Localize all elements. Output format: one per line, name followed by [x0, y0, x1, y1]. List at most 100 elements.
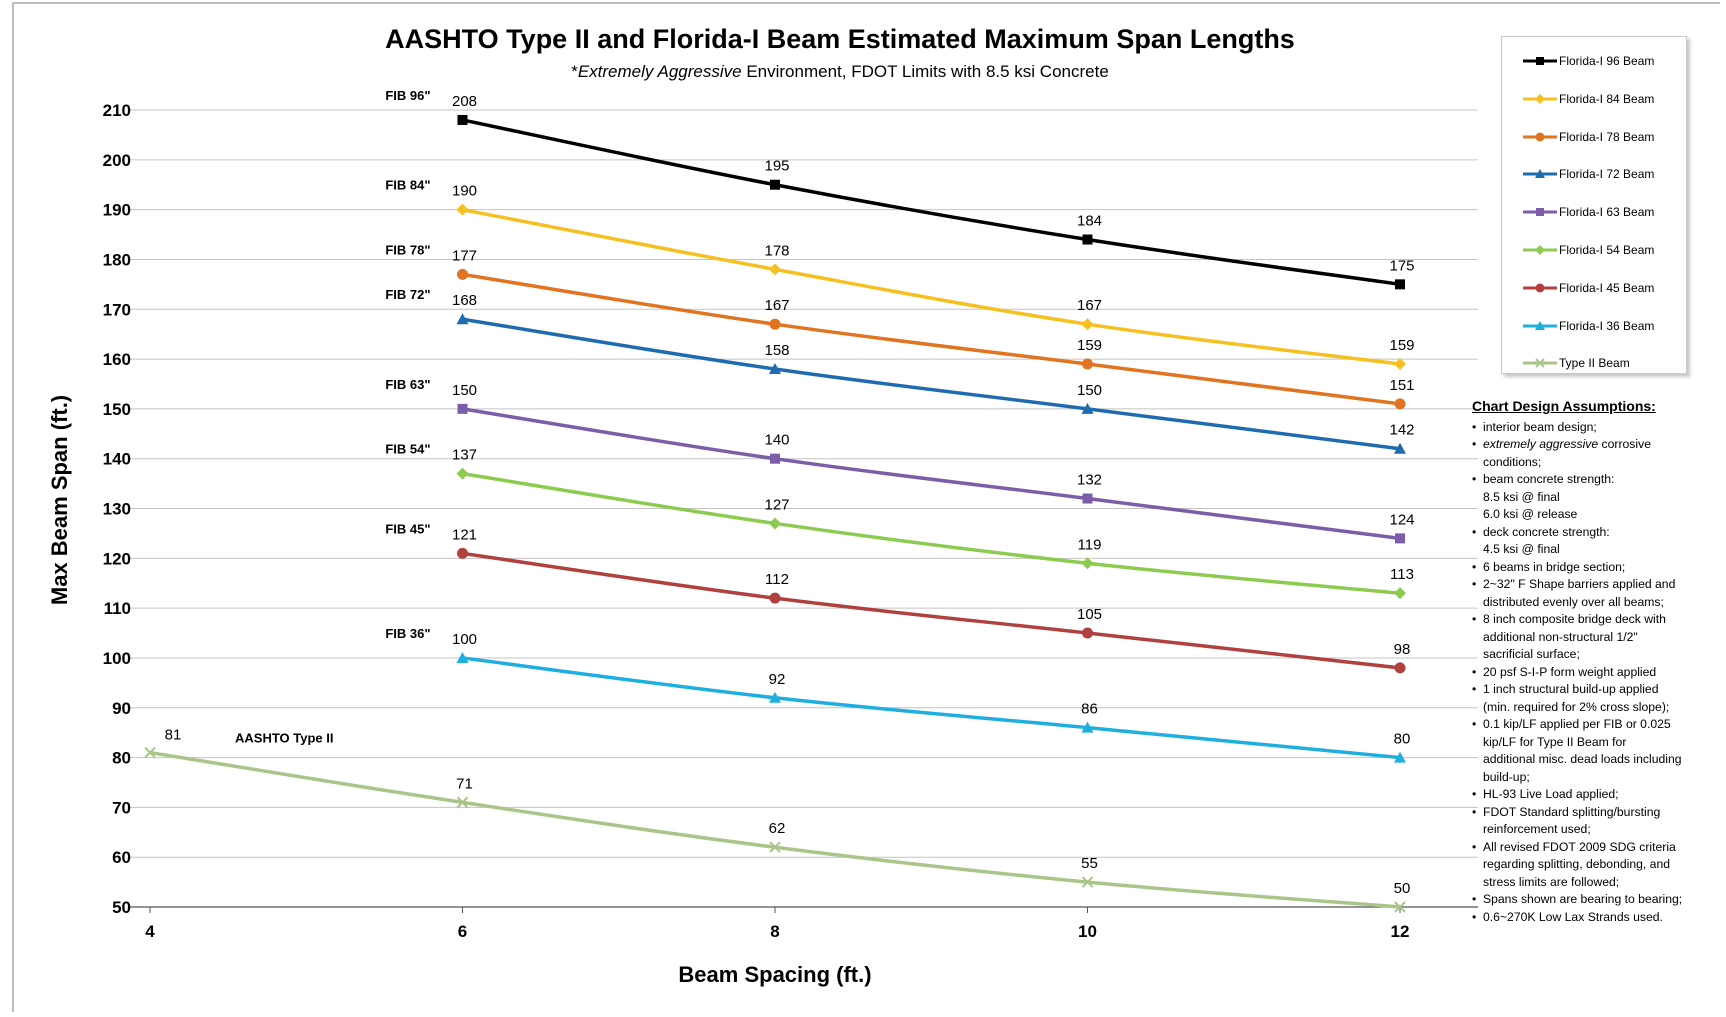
legend-swatch: [1523, 245, 1557, 255]
legend-item: Florida-I 78 Beam: [1502, 127, 1686, 147]
series-4: 150 140 132 124 FIB 63": [385, 377, 1415, 544]
data-point: [770, 179, 780, 190]
data-point: [1082, 493, 1093, 504]
data-point: [769, 263, 781, 276]
data-point: [1394, 358, 1406, 371]
data-point: [457, 403, 468, 414]
series-side-label: FIB 84": [385, 178, 430, 193]
data-point: [1535, 358, 1545, 369]
series-side-label: FIB 36": [385, 626, 430, 641]
legend-label: Florida-I 36 Beam: [1559, 318, 1655, 333]
data-label: 151: [1389, 377, 1414, 394]
data-label: 137: [452, 447, 477, 464]
data-point: [769, 841, 781, 853]
data-label: 190: [452, 183, 477, 200]
data-point: [1394, 662, 1406, 674]
y-tick-label: 140: [103, 450, 131, 469]
legend-swatch: [1523, 57, 1557, 65]
x-axis-ticks: 4 6 8 10 12: [145, 907, 1409, 941]
data-point: [1535, 93, 1545, 104]
series-7: 100 92 86 80 FIB 36": [385, 626, 1410, 763]
data-label: 80: [1394, 731, 1411, 748]
data-label: 132: [1077, 472, 1102, 489]
data-label: 184: [1077, 213, 1102, 230]
y-tick-label: 160: [103, 350, 131, 369]
series-line: [462, 551, 1401, 670]
data-label: 98: [1394, 641, 1411, 658]
series-6: 121 112 105 98 FIB 45": [385, 521, 1411, 674]
x-tick-label: 12: [1391, 922, 1410, 941]
data-label: 71: [456, 775, 473, 792]
y-tick-label: 130: [103, 500, 131, 519]
data-point: [1535, 169, 1545, 179]
legend-label: Florida-I 72 Beam: [1559, 167, 1655, 182]
legend-label: Type II Beam: [1559, 356, 1630, 371]
series-side-label: FIB 45": [385, 521, 430, 536]
chart-frame: [12, 2, 1720, 1012]
series-8: 81 71 62 55 50 AASHTO Type II: [144, 727, 1411, 913]
data-label: 195: [764, 158, 789, 175]
y-tick-label: 200: [103, 151, 131, 170]
data-point: [1081, 721, 1094, 733]
data-point: [769, 691, 781, 703]
x-tick-label: 6: [458, 922, 467, 941]
design-assumptions: Chart Design Assumptions: interior beam …: [1472, 398, 1722, 926]
y-tick-label: 170: [103, 300, 131, 319]
x-axis-title: Beam Spacing (ft.): [678, 962, 871, 987]
legend-label: Florida-I 63 Beam: [1559, 205, 1655, 220]
data-label: 140: [764, 432, 789, 449]
data-label: 50: [1394, 880, 1411, 897]
data-point: [769, 517, 781, 530]
assumptions-heading: Chart Design Assumptions:: [1472, 398, 1656, 414]
data-label: 55: [1081, 855, 1098, 872]
legend: Florida-I 96 Beam Florida-I 84 Beam Florid…: [1501, 36, 1687, 374]
y-tick-label: 120: [103, 549, 131, 568]
y-tick-label: 60: [112, 848, 131, 867]
data-point: [1082, 627, 1093, 639]
legend-swatch: [1523, 169, 1557, 179]
assumption-item: interior beam design;: [1472, 419, 1722, 437]
data-point: [456, 796, 469, 809]
y-tick-label: 190: [103, 201, 131, 220]
x-tick-label: 8: [770, 922, 779, 941]
assumption-item: HL-93 Live Load applied;: [1472, 786, 1722, 804]
data-label: 178: [764, 242, 789, 259]
legend-item: Florida-I 63 Beam: [1502, 202, 1686, 222]
data-point: [456, 467, 469, 480]
assumption-item: 6 beams in bridge section;: [1472, 559, 1722, 577]
legend-label: Florida-I 54 Beam: [1559, 243, 1655, 257]
assumption-item: FDOT Standard splitting/bursting reinfor…: [1472, 804, 1722, 839]
assumption-item: 2~32" F Shape barriers applied and distr…: [1472, 576, 1722, 611]
y-tick-label: 80: [112, 749, 131, 768]
data-label: 167: [764, 297, 789, 314]
series-side-label: FIB 72": [385, 287, 430, 302]
data-point: [1536, 57, 1544, 65]
legend-swatch: [1523, 93, 1557, 104]
data-point: [1081, 876, 1094, 888]
y-tick-label: 150: [103, 400, 131, 419]
legend-label: Florida-I 45 Beam: [1559, 280, 1655, 295]
series-side-label: FIB 63": [385, 377, 430, 392]
y-axis-ticks: 50 60 70 80 90 100 110 120 130 140 150 160 170 180 190…: [103, 101, 131, 917]
series-line: [462, 471, 1401, 595]
data-point: [770, 453, 780, 464]
data-point: [1535, 320, 1545, 330]
data-label: 150: [1077, 382, 1102, 399]
series-line: [462, 207, 1401, 366]
data-point: [1082, 358, 1093, 370]
data-point: [457, 114, 468, 125]
y-tick-label: 70: [112, 798, 131, 817]
data-point: [769, 318, 781, 330]
data-point: [1081, 557, 1094, 570]
x-tick-label: 4: [145, 922, 155, 941]
data-point: [1394, 398, 1406, 410]
legend-item: Florida-I 96 Beam: [1502, 51, 1686, 71]
legend-swatch: [1523, 283, 1557, 293]
series-2: 177 167 159 151 FIB 78": [385, 242, 1415, 410]
assumption-item: Spans shown are bearing to bearing;: [1472, 891, 1722, 909]
series-line: [462, 118, 1401, 287]
series-0: 208 195 184 175 FIB 96": [385, 88, 1415, 290]
chart-title: AASHTO Type II and Florida-I Beam Estima…: [385, 24, 1295, 54]
data-label: 167: [1077, 297, 1102, 314]
data-label: 92: [769, 671, 786, 688]
